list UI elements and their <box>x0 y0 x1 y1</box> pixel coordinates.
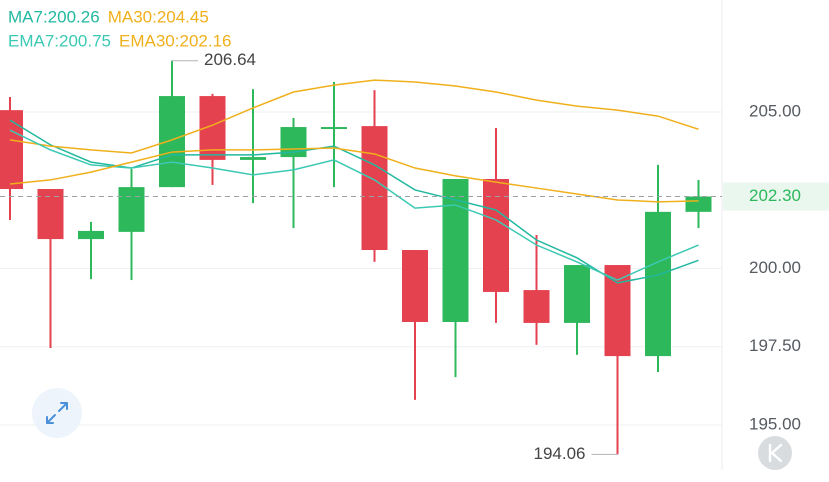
expand-button[interactable] <box>32 388 82 438</box>
candle-body <box>645 211 671 357</box>
high-label: 206.64 <box>204 50 256 69</box>
legend-entry: MA7:200.26 <box>8 7 100 26</box>
candle-body <box>564 265 590 323</box>
candle-body <box>523 290 550 323</box>
candle-body <box>159 96 185 188</box>
legend: MA7:200.26 MA30:204.45 EMA7:200.75 EMA30:20… <box>8 7 231 50</box>
candle-body <box>78 230 104 240</box>
candle-body <box>240 157 266 160</box>
low-label: 194.06 <box>534 444 586 463</box>
plot-area <box>0 60 722 455</box>
candle-body <box>483 178 509 292</box>
candle-body <box>321 127 347 130</box>
candle-body <box>361 126 388 251</box>
indicator-line <box>9 147 699 203</box>
legend-entry: EMA7:200.75 <box>8 31 111 50</box>
indicator-line <box>9 79 699 154</box>
y-tick-label: 197.50 <box>749 336 801 355</box>
current-price-label: 202.30 <box>749 186 801 205</box>
current-price-box <box>723 182 829 211</box>
legend-entry: EMA30:202.16 <box>119 31 231 50</box>
candle-body <box>37 189 64 240</box>
candle-body <box>604 265 631 357</box>
candle-body <box>0 110 23 190</box>
grid <box>0 111 722 426</box>
candle-body <box>685 196 712 212</box>
y-tick-label: 195.00 <box>749 414 801 433</box>
y-tick-label: 200.00 <box>749 258 801 277</box>
legend-entry: MA30:204.45 <box>108 7 209 26</box>
y-tick-label: 205.00 <box>749 102 801 121</box>
k-button[interactable] <box>758 436 792 470</box>
indicator-line <box>9 129 699 281</box>
candle-body <box>402 250 428 322</box>
candle-body <box>118 187 145 232</box>
